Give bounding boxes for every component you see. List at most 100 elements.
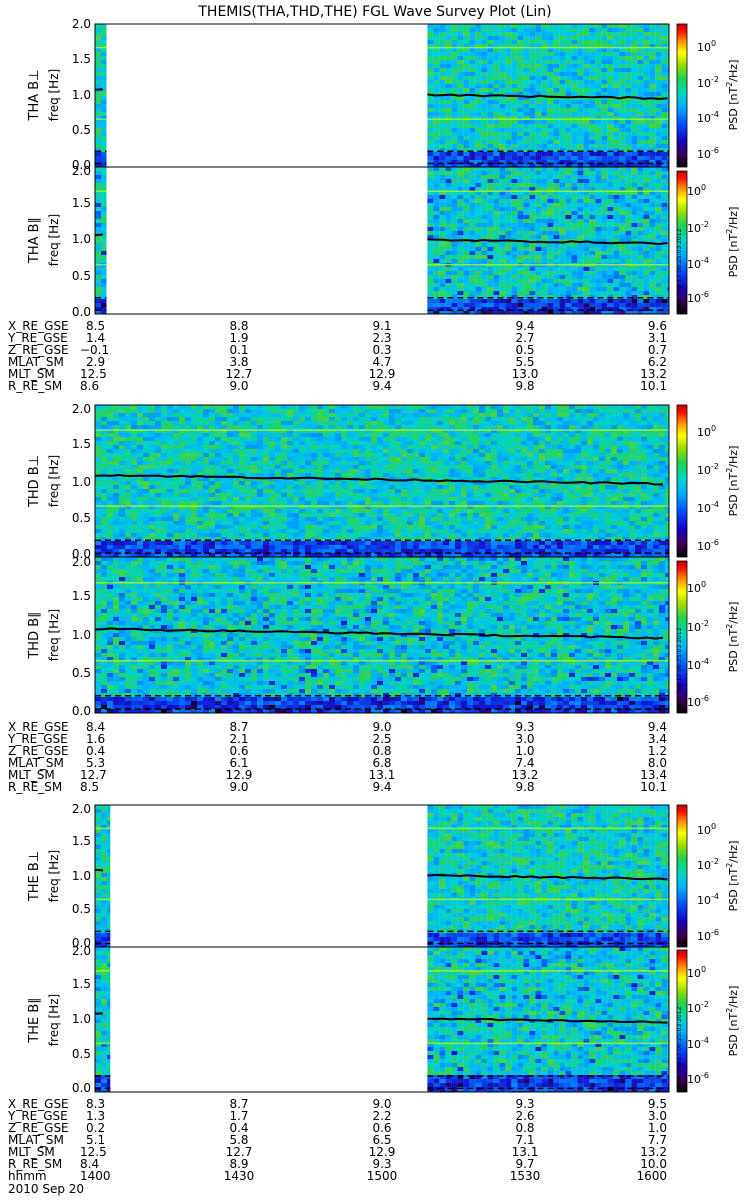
spectrogram-cell — [565, 68, 572, 72]
spectrogram-cell — [577, 92, 584, 96]
spectrogram-cell — [427, 183, 434, 187]
spectrogram-cell — [493, 152, 500, 156]
spectrogram-cell — [601, 303, 608, 307]
spectrogram-cell — [607, 231, 614, 235]
ephem-value: 9.6 — [648, 319, 667, 333]
spectrogram-cell — [101, 187, 107, 191]
spectrogram-cell — [95, 283, 101, 287]
spectrogram-cell — [433, 160, 440, 164]
spectrogram-cell — [565, 307, 572, 311]
spectrogram-cell — [457, 108, 464, 112]
spectrogram-cell — [655, 179, 662, 183]
spectrogram-cell — [667, 136, 669, 140]
spectrogram-cell — [269, 497, 275, 501]
spectrogram-cell — [529, 36, 536, 40]
spectrogram-cell — [227, 489, 233, 493]
spectrogram-cell — [481, 44, 488, 48]
spectrogram-cell — [643, 295, 650, 299]
spectrogram-cell — [511, 187, 518, 191]
spectrogram-cell — [293, 549, 299, 553]
spectrogram-cell — [625, 183, 632, 187]
spectrogram-cell — [239, 493, 245, 497]
spectrogram-cell — [317, 497, 323, 501]
y-tick-label: 1.5 — [72, 977, 91, 991]
spectrogram-cell — [577, 164, 584, 167]
spectrogram-cell — [625, 72, 632, 76]
spectrogram-cell — [577, 183, 584, 187]
spectrogram-cell — [197, 429, 203, 433]
spectrogram-cell — [475, 124, 482, 128]
spectrogram-cell — [661, 108, 668, 112]
spectrogram-cell — [457, 88, 464, 92]
spectrogram-cell — [215, 453, 221, 457]
spectrogram-cell — [607, 291, 614, 295]
spectrogram-cell — [335, 429, 341, 433]
spectrogram-cell — [505, 148, 512, 152]
spectrogram-cell — [221, 433, 227, 437]
spectrogram-cell — [233, 517, 239, 521]
spectrogram-cell — [667, 104, 669, 108]
spectrogram-cell — [577, 303, 584, 307]
spectrogram-cell — [341, 445, 347, 449]
spectrogram-cell — [637, 120, 644, 124]
spectrogram-cell — [215, 529, 221, 533]
spectrogram-cell — [161, 469, 167, 473]
spectrogram-cell — [439, 235, 446, 239]
spectrogram-cell — [113, 553, 119, 557]
spectrogram-cell — [197, 489, 203, 493]
spectrogram-cell — [275, 509, 281, 513]
spectrogram-cell — [655, 255, 662, 259]
spectrogram-cell — [463, 152, 470, 156]
spectrogram-cell — [619, 311, 626, 314]
spectrogram-cell — [263, 465, 269, 469]
spectrogram-cell — [209, 481, 215, 485]
spectrogram-cell — [643, 291, 650, 295]
spectrogram-cell — [281, 529, 287, 533]
spectrogram-cell — [571, 279, 578, 283]
spectrogram-cell — [475, 275, 482, 279]
spectrogram-cell — [463, 112, 470, 116]
spectrogram-cell — [631, 287, 638, 291]
spectrogram-cell — [439, 124, 446, 128]
spectrogram-cell — [619, 108, 626, 112]
spectrogram-cell — [589, 235, 596, 239]
spectrogram-cell — [613, 128, 620, 132]
spectrogram-cell — [571, 299, 578, 303]
spectrogram-cell — [607, 303, 614, 307]
spectrogram-cell — [107, 501, 113, 505]
spectrogram-cell — [451, 199, 458, 203]
spectrogram-cell — [619, 72, 626, 76]
spectrogram-cell — [329, 429, 335, 433]
spectrogram-cell — [167, 501, 173, 505]
spectrogram-cell — [547, 108, 554, 112]
spectrogram-cell — [311, 485, 317, 489]
spectrogram-cell — [601, 275, 608, 279]
spectrogram-cell — [209, 485, 215, 489]
spectrogram-cell — [553, 96, 560, 100]
spectrogram-cell — [221, 473, 227, 477]
spectrogram-layer — [94, 23, 670, 1093]
spectrogram-cell — [607, 44, 614, 48]
spectrogram-cell — [269, 425, 275, 429]
spectrogram-cell — [299, 437, 305, 441]
spectrogram-cell — [457, 219, 464, 223]
spectrogram-cell — [263, 517, 269, 521]
spectrogram-cell — [523, 179, 530, 183]
spectrogram-cell — [559, 136, 566, 140]
spectrogram-cell — [529, 24, 536, 28]
spectrogram-cell — [595, 124, 602, 128]
spectrogram-cell — [149, 433, 155, 437]
spectrogram-cell — [529, 203, 536, 207]
spectrogram-cell — [529, 211, 536, 215]
spectrogram-cell — [299, 449, 305, 453]
spectrogram-cell — [559, 60, 566, 64]
spectrogram-cell — [661, 68, 668, 72]
spectrogram-cell — [433, 84, 440, 88]
spectrogram-cell — [571, 227, 578, 231]
spectrogram-cell — [427, 207, 434, 211]
spectrogram-cell — [613, 24, 620, 28]
spectrogram-cell — [95, 231, 101, 235]
spectrogram-cell — [667, 56, 669, 60]
spectrogram-cell — [571, 271, 578, 275]
spectrogram-cell — [637, 164, 644, 167]
